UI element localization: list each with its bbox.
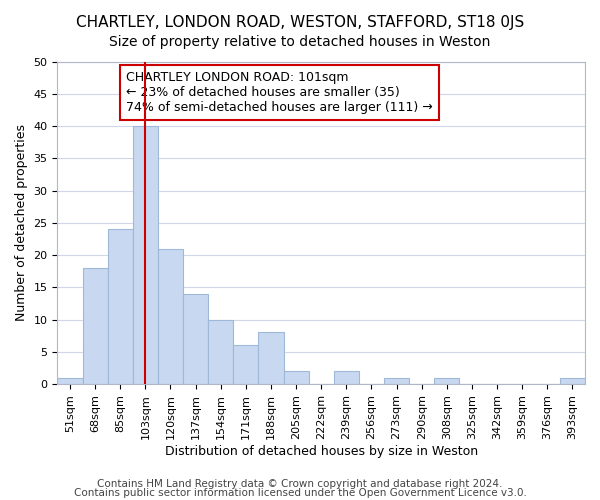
Text: Contains public sector information licensed under the Open Government Licence v3: Contains public sector information licen… [74,488,526,498]
Bar [208,320,233,384]
Bar [107,230,133,384]
Bar [233,346,259,384]
Bar [384,378,409,384]
Bar [434,378,460,384]
Bar [58,378,83,384]
Bar [560,378,585,384]
Text: Contains HM Land Registry data © Crown copyright and database right 2024.: Contains HM Land Registry data © Crown c… [97,479,503,489]
Text: Size of property relative to detached houses in Weston: Size of property relative to detached ho… [109,35,491,49]
Bar [284,371,308,384]
Bar [334,371,359,384]
Y-axis label: Number of detached properties: Number of detached properties [15,124,28,322]
Bar [158,248,183,384]
Bar [183,294,208,384]
Text: CHARTLEY LONDON ROAD: 101sqm
← 23% of detached houses are smaller (35)
74% of se: CHARTLEY LONDON ROAD: 101sqm ← 23% of de… [126,71,433,114]
Bar [83,268,107,384]
Bar [259,332,284,384]
Bar [133,126,158,384]
Text: CHARTLEY, LONDON ROAD, WESTON, STAFFORD, ST18 0JS: CHARTLEY, LONDON ROAD, WESTON, STAFFORD,… [76,15,524,30]
X-axis label: Distribution of detached houses by size in Weston: Distribution of detached houses by size … [164,444,478,458]
